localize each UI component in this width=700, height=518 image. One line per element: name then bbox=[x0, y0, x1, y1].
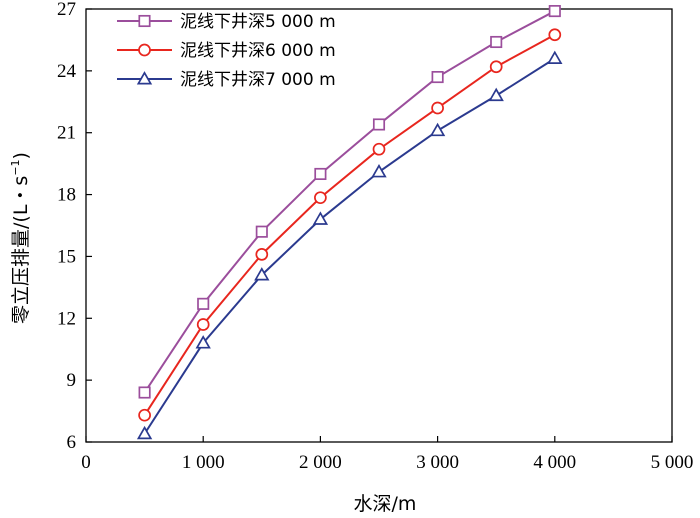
legend-item-2: 泥线下井深6 000 m bbox=[117, 41, 336, 61]
series-1 bbox=[138, 5, 561, 399]
data-point bbox=[195, 335, 211, 349]
data-point bbox=[314, 191, 327, 205]
x-tick-label: 4 000 bbox=[533, 452, 576, 473]
series-line bbox=[143, 10, 556, 394]
data-point bbox=[488, 87, 504, 102]
data-point bbox=[196, 318, 210, 331]
data-point bbox=[197, 297, 210, 310]
data-point bbox=[314, 167, 327, 181]
data-point bbox=[547, 50, 563, 64]
svg-text:零立压排量/(L・s−1): 零立压排量/(L・s−1) bbox=[9, 152, 32, 324]
data-point bbox=[138, 386, 151, 399]
data-point bbox=[489, 60, 503, 74]
legend-item-1: 泥线下井深5 000 m bbox=[117, 12, 336, 32]
axis-ticks: 0 1 000 2 000 3 000 4 000 5 000 6 9 12 15 18 21 24 27 bbox=[57, 0, 693, 473]
y-tick-label: 15 bbox=[57, 246, 76, 267]
legend-marker bbox=[136, 71, 153, 85]
data-point bbox=[254, 267, 270, 281]
y-axis-title-close: ) bbox=[10, 152, 32, 159]
y-tick-label: 6 bbox=[67, 432, 77, 453]
y-tick-label: 27 bbox=[57, 0, 76, 20]
x-tick-label: 0 bbox=[81, 452, 91, 473]
data-point bbox=[138, 408, 151, 422]
legend-item-3: 泥线下井深7 000 m bbox=[117, 70, 336, 90]
y-axis-title-main: 零立压排量/(L・s bbox=[10, 176, 32, 324]
x-axis-title: 水深/m bbox=[354, 493, 417, 515]
y-tick-label: 12 bbox=[57, 308, 76, 329]
legend-marker bbox=[138, 43, 151, 57]
series-3 bbox=[136, 50, 563, 440]
legend-label: 泥线下井深5 000 m bbox=[180, 12, 336, 32]
x-tick-label: 2 000 bbox=[299, 452, 342, 473]
legend-label: 泥线下井深6 000 m bbox=[180, 41, 336, 61]
plot-border bbox=[85, 8, 673, 443]
y-tick-label: 21 bbox=[57, 123, 76, 144]
data-point bbox=[429, 122, 446, 137]
plot-area bbox=[85, 8, 673, 443]
y-tick-label: 24 bbox=[57, 61, 77, 82]
legend-label: 泥线下井深7 000 m bbox=[180, 70, 336, 90]
legend-marker bbox=[138, 14, 151, 28]
data-point bbox=[548, 28, 562, 42]
legend: 泥线下井深5 000 m 泥线下井深6 000 m 泥线下井深7 000 m bbox=[117, 12, 336, 90]
y-tick-label: 18 bbox=[57, 185, 76, 206]
x-tick-label: 5 000 bbox=[651, 452, 694, 473]
series-2 bbox=[138, 28, 562, 422]
data-point bbox=[548, 5, 561, 18]
data-point bbox=[312, 211, 329, 225]
data-point bbox=[255, 248, 269, 261]
y-tick-label: 9 bbox=[67, 370, 77, 391]
data-point bbox=[255, 225, 268, 238]
y-axis-title: 零立压排量/(L・s−1) bbox=[9, 152, 32, 324]
x-tick-label: 1 000 bbox=[182, 452, 225, 473]
y-axis-title-sup: −1 bbox=[9, 159, 22, 175]
data-point bbox=[371, 163, 387, 178]
data-point bbox=[136, 425, 153, 440]
x-tick-label: 3 000 bbox=[416, 452, 459, 473]
data-point bbox=[490, 35, 503, 49]
data-point bbox=[372, 142, 386, 156]
data-point bbox=[372, 118, 386, 131]
data-point bbox=[431, 70, 444, 84]
series-layer bbox=[136, 5, 563, 440]
data-point bbox=[431, 101, 444, 115]
series-line bbox=[143, 57, 556, 435]
series-line bbox=[143, 33, 556, 416]
